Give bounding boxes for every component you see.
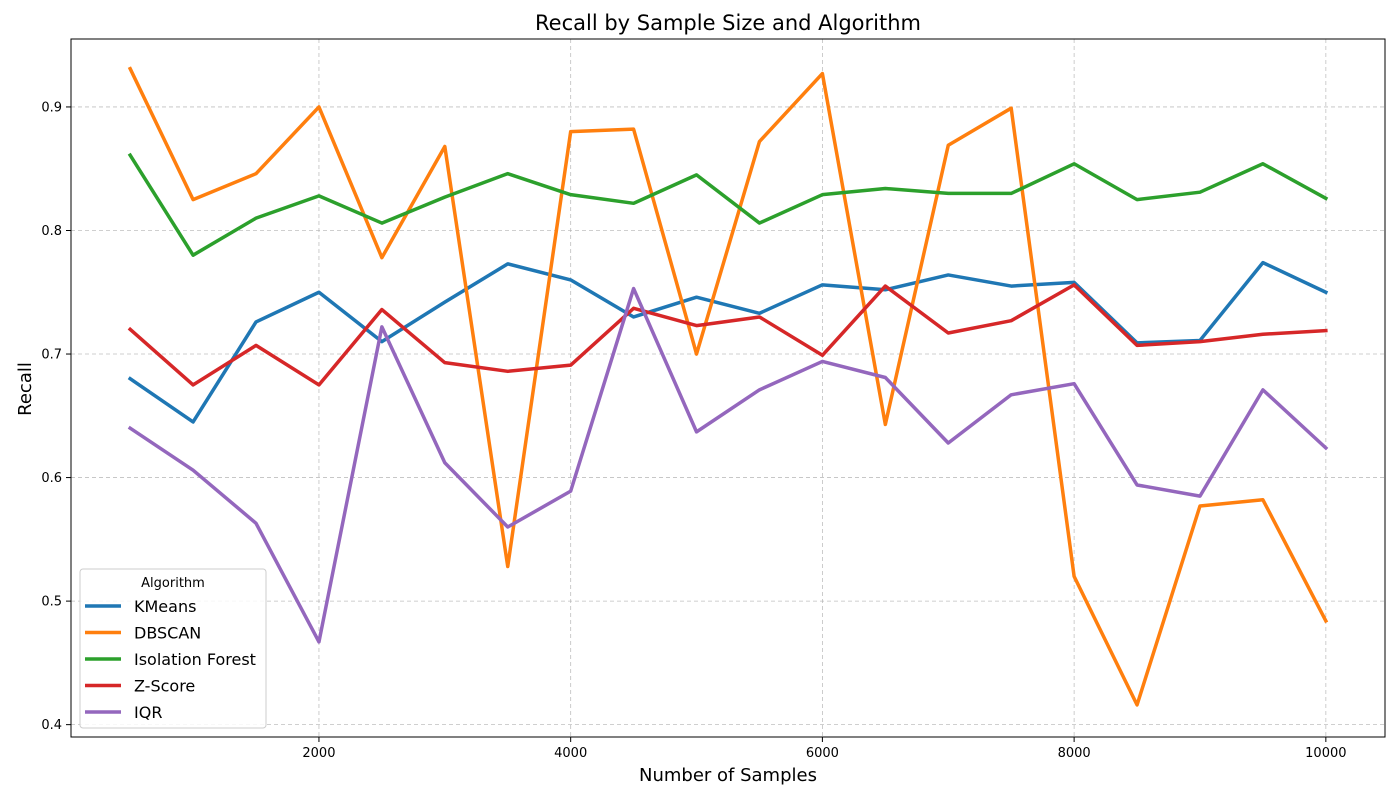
legend-label-dbscan: DBSCAN: [134, 624, 201, 643]
plot-area: 2000 4000 6000 8000 10000 0.4 0.5 0.6 0.7 0.8 0.9: [41, 38, 1386, 761]
x-axis-label: Number of Samples: [639, 765, 817, 786]
y-axis: 0.4 0.5 0.6 0.7 0.8 0.9: [41, 100, 71, 733]
x-tick-label: 6000: [806, 746, 839, 761]
legend-label-iqr: IQR: [134, 703, 162, 722]
x-axis: 2000 4000 6000 8000 10000: [302, 737, 1347, 761]
legend-box: [79, 568, 267, 729]
y-tick-label: 0.8: [41, 224, 62, 239]
series-lines: [127, 66, 1329, 707]
x-tick-label: 2000: [302, 746, 335, 761]
series-line-dbscan: [127, 66, 1329, 707]
y-tick-label: 0.9: [41, 100, 62, 115]
legend-label-z-score: Z-Score: [134, 677, 195, 696]
y-tick-label: 0.5: [41, 595, 62, 610]
legend: Algorithm KMeans DBSCAN Isolation Forest Z-…: [79, 568, 267, 729]
legend-label-kmeans: KMeans: [134, 597, 196, 616]
y-tick-label: 0.4: [41, 718, 62, 733]
legend-label-isolation-forest: Isolation Forest: [134, 650, 256, 669]
series-line-iqr: [127, 286, 1329, 644]
x-tick-label: 10000: [1305, 746, 1346, 761]
x-tick-label: 8000: [1058, 746, 1091, 761]
plot-frame: [70, 38, 1386, 738]
legend-title: Algorithm: [141, 576, 205, 591]
x-tick-label: 4000: [554, 746, 587, 761]
y-tick-label: 0.6: [41, 471, 62, 486]
legend-items: KMeans DBSCAN Isolation Forest Z-Score IQR: [85, 597, 256, 722]
series-line-isolation-forest: [127, 152, 1329, 257]
series-line-kmeans: [127, 260, 1329, 424]
series-line-z-score: [127, 283, 1328, 387]
y-tick-label: 0.7: [41, 348, 62, 363]
y-axis-label: Recall: [15, 362, 36, 416]
chart-title: Recall by Sample Size and Algorithm: [535, 11, 921, 35]
